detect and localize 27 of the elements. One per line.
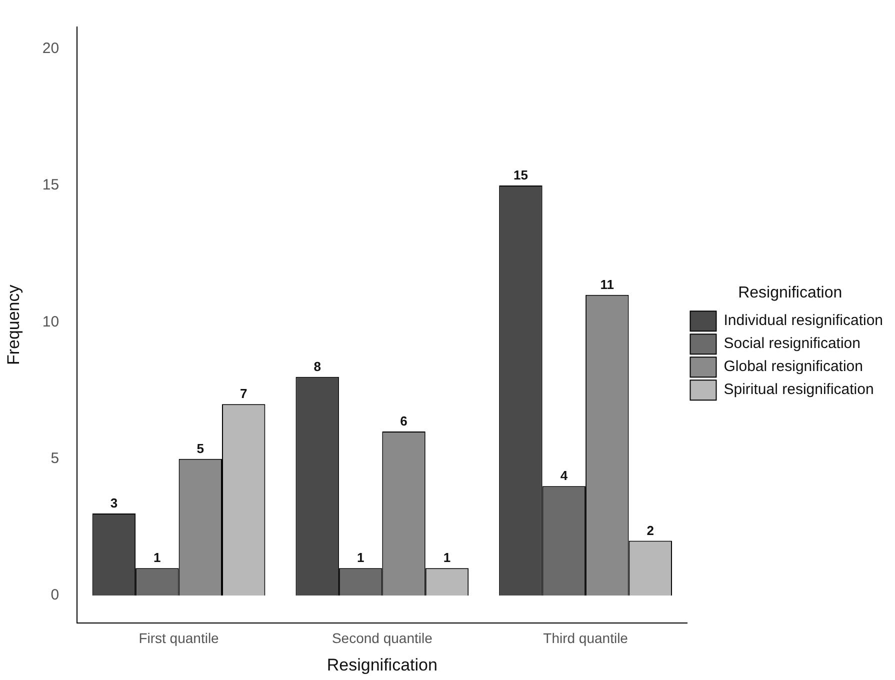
y-tick-label: 5	[50, 450, 60, 467]
data-label: 6	[400, 414, 408, 429]
data-label: 8	[314, 358, 321, 374]
legend-title: Resignification	[738, 284, 842, 302]
data-label: 1	[356, 550, 364, 566]
data-label: 15	[513, 168, 528, 183]
data-label: 5	[196, 440, 204, 456]
data-label: 7	[240, 386, 248, 402]
x-tick-label: Third quantile	[543, 630, 628, 646]
data-label: 11	[600, 276, 614, 292]
legend-label: Social resignification	[724, 335, 860, 352]
y-axis-title: Frequency	[4, 284, 23, 366]
y-tick-label: 10	[42, 313, 60, 330]
y-tick-label: 15	[42, 176, 60, 194]
legend-label: Global resignification	[724, 358, 863, 376]
data-label: 1	[154, 550, 161, 566]
data-label: 2	[646, 522, 654, 538]
x-tick-label: First quantile	[138, 630, 220, 646]
data-label: 1	[443, 550, 451, 566]
y-tick-label: 20	[42, 40, 60, 58]
legend-label: Individual resignification	[724, 312, 884, 330]
y-tick-label: 0	[50, 586, 60, 604]
data-label: 3	[110, 496, 118, 511]
data-label: 4	[560, 468, 568, 484]
x-axis-title: Resignification	[326, 655, 438, 674]
legend-label: Spiritual resignification	[724, 381, 874, 398]
x-tick-label: Second quantile	[332, 630, 433, 646]
